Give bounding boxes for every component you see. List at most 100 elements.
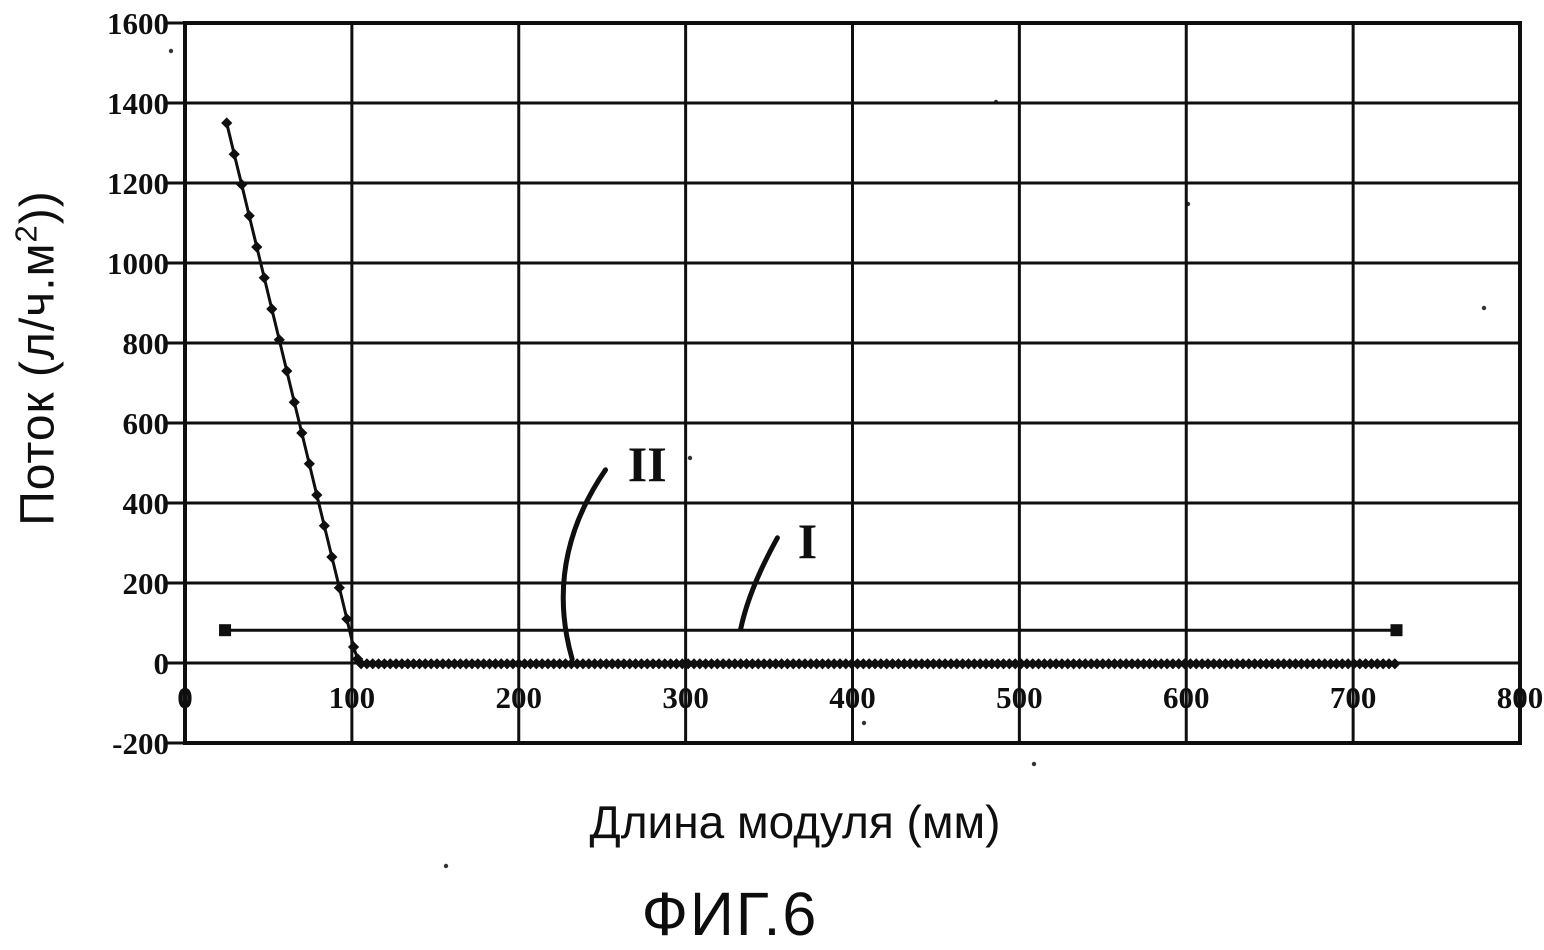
series-II-marker <box>647 658 659 670</box>
series-II-marker <box>460 658 472 670</box>
series-II-marker <box>266 303 278 315</box>
series-II-marker <box>811 658 823 670</box>
series-II-marker <box>775 658 788 670</box>
series-II-marker <box>1295 658 1307 670</box>
series-II-marker <box>303 458 315 470</box>
series-II-marker <box>1360 658 1372 670</box>
series-II-marker <box>402 658 414 670</box>
figure-caption: ФИГ.6 <box>641 880 819 948</box>
series-II-marker <box>1015 658 1027 670</box>
series-II-marker <box>361 658 373 670</box>
series-II-marker <box>612 658 624 670</box>
series-II-marker <box>968 658 980 670</box>
series-II-marker <box>793 658 805 670</box>
x-tick-label: 400 <box>829 680 876 715</box>
series-II-marker <box>1038 658 1051 670</box>
x-tick-label: 800 <box>1497 680 1544 715</box>
series-II-marker <box>571 658 583 670</box>
series-II-marker <box>670 658 683 670</box>
x-tick-label: 600 <box>1163 680 1210 715</box>
series-II-marker <box>682 658 694 670</box>
series-II-marker <box>1091 658 1103 670</box>
series-II-marker <box>694 658 706 670</box>
x-tick-label: 100 <box>329 680 376 715</box>
series-II-marker <box>665 658 677 670</box>
x-tick-label: 200 <box>496 680 543 715</box>
series-I-marker <box>1390 624 1403 637</box>
series-II-marker <box>1307 658 1319 670</box>
x-tick-label: 500 <box>996 680 1043 715</box>
series-II-marker <box>478 658 490 670</box>
scan-speck <box>861 720 867 726</box>
series-II-marker <box>1284 658 1296 670</box>
series-II-marker <box>507 658 519 670</box>
series-II-marker <box>1254 658 1267 670</box>
series-II-marker <box>828 658 840 670</box>
series-II-marker <box>448 658 461 670</box>
series-II-marker <box>1009 658 1021 670</box>
series-II-marker <box>735 658 747 670</box>
series-II-marker <box>927 658 940 670</box>
series-II-marker <box>589 658 601 670</box>
series-II-marker <box>1365 658 1378 670</box>
series-II-marker <box>1184 658 1197 670</box>
series-II-marker <box>443 658 455 670</box>
series-II-marker <box>1138 658 1150 670</box>
series-II-marker <box>881 658 893 670</box>
x-tick-label: 300 <box>662 680 709 715</box>
scan-speck <box>1481 305 1487 311</box>
curve-II-label: II <box>628 436 667 492</box>
series-II-marker <box>886 658 899 670</box>
series-II-marker <box>1097 658 1109 670</box>
series-II-marker <box>746 658 758 670</box>
y-tick-label: 400 <box>123 486 170 521</box>
series-II-marker <box>333 582 345 594</box>
series-II-marker <box>770 658 782 670</box>
series-II-marker <box>1225 658 1237 670</box>
series-II-marker <box>1143 658 1156 670</box>
series-II-marker <box>273 334 285 346</box>
series-II-marker <box>1272 658 1284 670</box>
series-II-marker <box>1278 658 1290 670</box>
series-II-marker <box>863 658 875 670</box>
series-II-marker <box>378 658 391 670</box>
series-II-marker <box>495 658 507 670</box>
scan-speck <box>993 99 999 105</box>
series-II-marker <box>281 365 293 377</box>
series-II-marker <box>390 658 402 670</box>
series-II-marker <box>311 489 323 501</box>
series-II-marker <box>957 658 969 670</box>
series-II-marker <box>288 396 300 408</box>
series-II-marker <box>653 658 665 670</box>
series-II-marker <box>1383 658 1395 670</box>
series-II-marker <box>466 658 478 670</box>
series-II-marker <box>1173 658 1185 670</box>
y-axis-title: Поток (л/ч.м2)) <box>9 190 66 526</box>
series-II-marker <box>1389 658 1401 670</box>
series-II-marker <box>367 658 379 670</box>
series-II-marker <box>554 658 566 670</box>
series-II-marker <box>524 658 537 670</box>
y-tick-label: -200 <box>112 726 169 761</box>
series-II-marker <box>251 241 263 253</box>
series-II-marker <box>1114 658 1126 670</box>
series-II-marker <box>606 658 618 670</box>
series-II-marker <box>577 658 589 670</box>
series-II-marker <box>951 658 963 670</box>
series-II-marker <box>318 520 330 532</box>
series-II-marker <box>688 658 700 670</box>
scan-speck <box>443 863 449 869</box>
series-II-marker <box>594 658 607 670</box>
series-II-marker <box>1237 658 1249 670</box>
series-II-marker <box>816 658 829 670</box>
series-II-marker <box>787 658 799 670</box>
y-tick-label: 1400 <box>107 86 169 121</box>
series-II-marker <box>536 658 548 670</box>
series-II-marker <box>1079 658 1091 670</box>
series-II-marker <box>629 658 642 670</box>
series-II-marker <box>1120 658 1132 670</box>
series-II-marker <box>472 658 484 670</box>
series-II-marker <box>355 658 367 670</box>
series-II-marker <box>1354 658 1366 670</box>
series-II-marker <box>641 658 653 670</box>
